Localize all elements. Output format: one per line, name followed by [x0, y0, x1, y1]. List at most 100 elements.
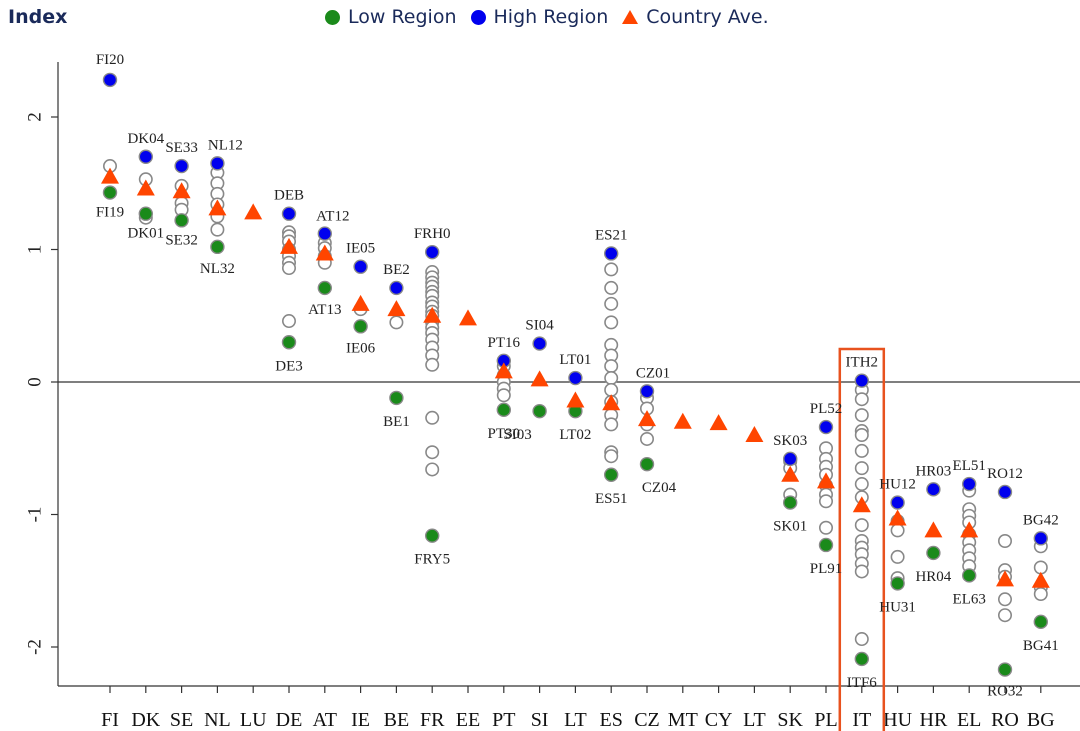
low-region-point [317, 280, 332, 296]
low-region-label: SE32 [165, 232, 198, 248]
other-region-point [604, 280, 619, 295]
other-region-point [854, 518, 869, 533]
x-tick-label: SI [531, 709, 549, 731]
high-region-label: SI04 [525, 318, 554, 334]
other-region-point [604, 417, 619, 432]
other-region-point [818, 520, 833, 535]
low-region-point [926, 545, 941, 561]
legend-low-label: Low Region [348, 6, 457, 28]
high-region-point [317, 226, 332, 241]
low-region-point [854, 651, 869, 667]
low-region-label: BG41 [1023, 638, 1059, 654]
x-tick-label: ES [600, 709, 623, 731]
low-region-label: AT13 [308, 302, 341, 318]
high-region-point [890, 495, 905, 510]
low-region-point [1033, 614, 1049, 630]
x-tick-label: MT [668, 709, 698, 731]
high-region-point [138, 149, 154, 164]
high-region-label: SE33 [165, 140, 198, 156]
other-region-point [639, 431, 654, 446]
high-region-point [389, 280, 404, 296]
legend-item-low: Low Region [325, 6, 457, 28]
high-region-point [532, 336, 547, 351]
country-average-point [423, 306, 442, 323]
high-region-label: FI20 [96, 52, 124, 68]
other-region-point [854, 564, 869, 579]
other-region-point [425, 462, 440, 477]
high-region-label: ITH2 [846, 355, 879, 371]
legend-low-marker [325, 9, 340, 25]
high-region-label: DK04 [127, 131, 164, 147]
x-tick-label: CZ [634, 709, 660, 731]
country-average-point [996, 570, 1014, 587]
other-region-point [890, 523, 905, 538]
low-region-label: DK01 [127, 226, 164, 242]
other-region-point [854, 408, 869, 423]
country-average-point [924, 521, 943, 538]
high-region-point [425, 244, 440, 260]
low-region-label: BE1 [383, 414, 410, 430]
low-region-point [639, 456, 655, 472]
x-tick-label: FR [420, 709, 445, 731]
y-tick-label: -1 [24, 507, 45, 523]
other-region-point [604, 359, 619, 374]
low-region-point [281, 335, 297, 350]
low-region-label: RO32 [987, 684, 1023, 700]
country-average-point [244, 203, 263, 220]
low-region-label: FI19 [96, 205, 124, 221]
low-region-label: PT30 [488, 426, 521, 442]
country-average-point [817, 472, 835, 489]
country-average-point [852, 496, 871, 513]
low-region-label: DE3 [275, 358, 303, 374]
x-tick-label: IT [852, 709, 871, 731]
high-region-point [926, 482, 941, 497]
country-average-point [208, 199, 227, 216]
x-tick-label: BE [384, 709, 410, 731]
low-region-point [425, 528, 440, 543]
legend-average-label: Country Ave. [646, 6, 769, 28]
x-tick-label: BG [1027, 709, 1055, 731]
country-average-point [351, 294, 370, 311]
low-region-label: EL63 [953, 591, 986, 607]
high-region-label: FRH0 [414, 226, 451, 242]
country-average-point [136, 179, 155, 196]
y-tick-label: 1 [24, 245, 45, 255]
y-tick-label: 0 [24, 377, 45, 387]
x-tick-label: LU [240, 709, 267, 731]
other-region-point [854, 461, 869, 476]
other-region-point [890, 549, 905, 564]
high-region-point [174, 158, 189, 174]
country-average-point [280, 237, 298, 254]
low-region-point [818, 537, 834, 553]
country-average-point [888, 509, 907, 526]
low-region-label: SK01 [773, 519, 807, 535]
legend-item-high: High Region [470, 6, 608, 28]
x-tick-label: SK [777, 709, 803, 731]
other-region-point [604, 315, 619, 330]
other-region-point [854, 632, 869, 647]
x-tick-label: DK [131, 709, 160, 731]
low-region-point [102, 185, 118, 200]
x-tick-label: PL [814, 709, 837, 731]
x-tick-label: LT [564, 709, 587, 731]
other-region-point [1033, 586, 1048, 601]
low-region-point [210, 239, 225, 255]
high-region-point [210, 156, 225, 171]
high-region-point [818, 419, 834, 435]
country-average-point [673, 412, 692, 429]
low-region-label: ES51 [595, 491, 628, 507]
low-region-label: LT02 [559, 427, 591, 443]
country-average-point [315, 244, 334, 261]
high-region-label: EL51 [953, 458, 986, 474]
legend-high-marker [470, 9, 486, 25]
other-region-point [604, 449, 619, 464]
other-region-point [496, 388, 511, 403]
x-tick-label: EL [957, 709, 981, 731]
x-tick-label: SE [170, 709, 193, 731]
x-tick-label: DE [276, 709, 303, 731]
high-region-label: BG42 [1023, 512, 1059, 528]
country-average-point [1031, 571, 1050, 588]
low-region-point [174, 213, 189, 228]
high-region-point [604, 246, 619, 261]
high-region-point [102, 72, 118, 88]
